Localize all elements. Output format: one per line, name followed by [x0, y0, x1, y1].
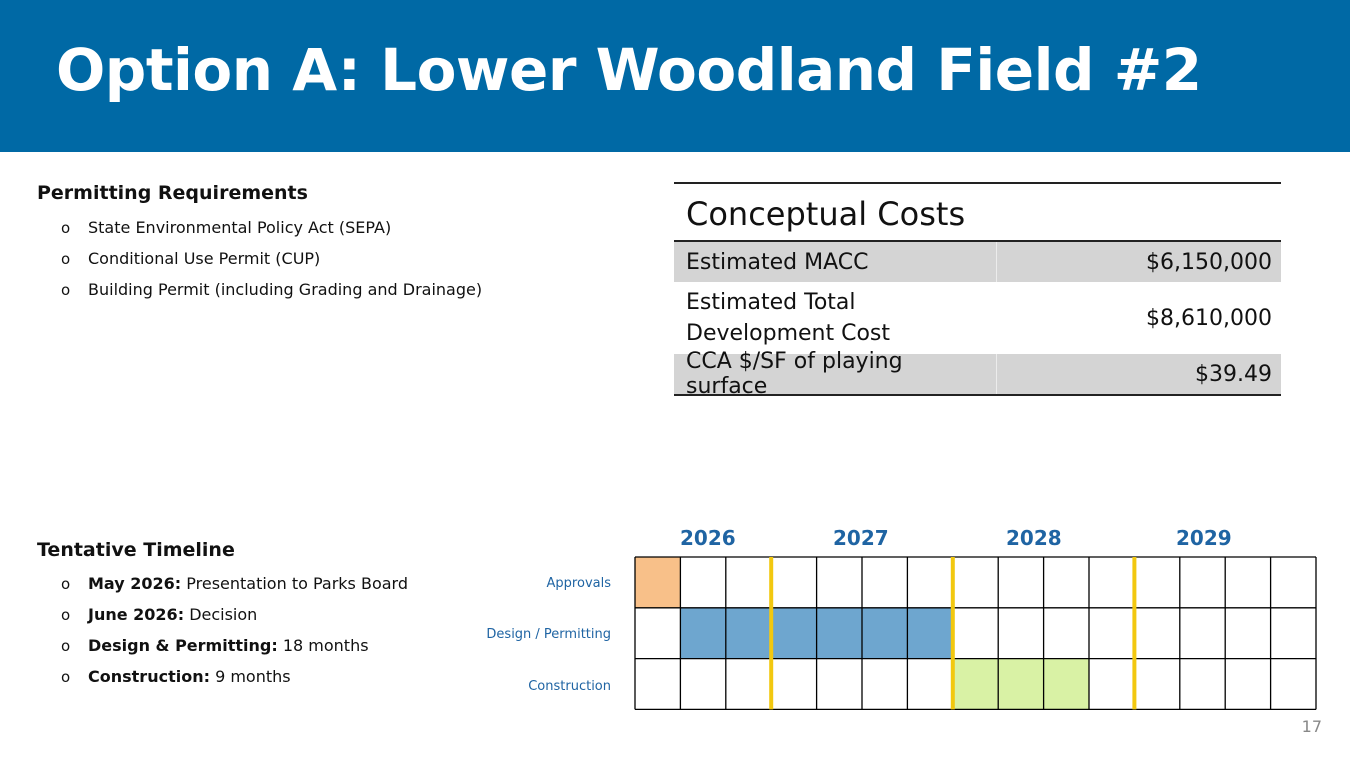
timeline-item-text: Presentation to Parks Board	[186, 574, 408, 593]
year-label: 2026	[680, 526, 736, 550]
gantt-bar	[635, 557, 681, 608]
timeline-item-label: Design & Permitting:	[88, 636, 278, 655]
cost-value: $6,150,000	[1146, 249, 1272, 275]
cost-label: Estimated MACC	[674, 242, 997, 282]
permitting-heading: Permitting Requirements	[37, 182, 308, 204]
year-label: 2027	[833, 526, 889, 550]
permitting-list: State Environmental Policy Act (SEPA) Co…	[61, 218, 482, 300]
conceptual-costs-table: Conceptual Costs Estimated MACC $6,150,0…	[674, 182, 1281, 399]
timeline-item-label: Construction:	[88, 667, 210, 686]
timeline-item-label: May 2026:	[88, 574, 182, 593]
timeline-list: May 2026: Presentation to Parks Board Ju…	[61, 574, 408, 687]
cost-label-line: Development Cost	[686, 321, 891, 346]
gantt-bar	[952, 658, 1089, 710]
cost-label-line: Estimated Total	[686, 290, 856, 315]
timeline-heading: Tentative Timeline	[37, 539, 235, 561]
gantt-row-label: Design / Permitting	[486, 627, 611, 642]
timeline-item-text: 9 months	[215, 667, 291, 686]
cost-value: $8,610,000	[1146, 305, 1272, 331]
timeline-item-text: Decision	[189, 605, 258, 624]
cost-label: Estimated Total Development Cost	[674, 282, 996, 354]
page-number: 17	[1301, 717, 1322, 736]
cost-value: $39.49	[1195, 361, 1272, 387]
timeline-item: May 2026: Presentation to Parks Board	[61, 574, 408, 594]
gantt-row-label: Approvals	[546, 576, 611, 591]
timeline-item: June 2026: Decision	[61, 605, 408, 625]
costs-table-title: Conceptual Costs	[674, 184, 1281, 242]
year-label: 2029	[1176, 526, 1232, 550]
gantt-row-label: Construction	[528, 679, 611, 694]
cost-row-cca-per-sf: CCA $/SF of playing surface $39.49	[674, 349, 1281, 399]
gantt-grid	[634, 556, 1317, 711]
title-banner	[0, 0, 1350, 152]
year-label: 2028	[1006, 526, 1062, 550]
permitting-item: Conditional Use Permit (CUP)	[61, 249, 482, 269]
timeline-item: Construction: 9 months	[61, 667, 408, 687]
cost-row-macc: Estimated MACC $6,150,000	[674, 242, 1281, 282]
timeline-item-text: 18 months	[282, 636, 369, 655]
permitting-item: State Environmental Policy Act (SEPA)	[61, 218, 482, 238]
permitting-item: Building Permit (including Grading and D…	[61, 280, 482, 300]
cost-row-total-development: Estimated Total Development Cost $8,610,…	[674, 282, 1281, 354]
timeline-item: Design & Permitting: 18 months	[61, 636, 408, 656]
slide-title: Option A: Lower Woodland Field #2	[56, 36, 1202, 104]
timeline-item-label: June 2026:	[88, 605, 185, 624]
